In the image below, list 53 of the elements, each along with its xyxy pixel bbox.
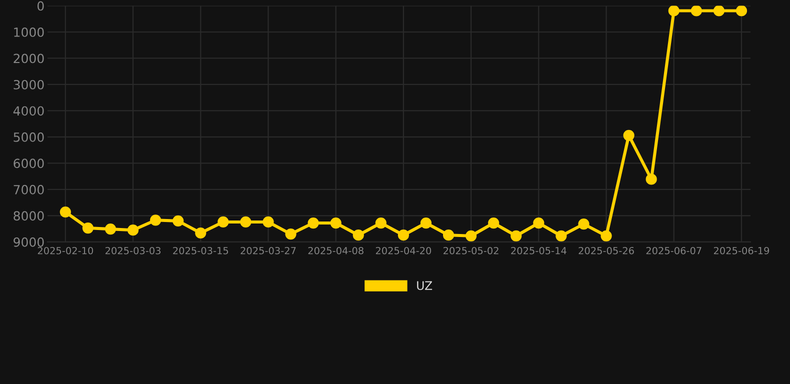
point [82, 222, 94, 234]
y-tick-label: 0 [37, 1, 44, 11]
point [646, 174, 657, 185]
point [195, 227, 206, 239]
point [420, 217, 432, 229]
point [600, 230, 612, 242]
point [104, 224, 116, 235]
point [218, 216, 229, 228]
point [330, 217, 342, 229]
x-tick-label: 2025-06-19 [714, 246, 770, 254]
point [713, 6, 725, 16]
y-tick-label: 6000 [14, 158, 44, 168]
point [308, 217, 319, 229]
point [240, 216, 252, 228]
y-tick-label: 4000 [13, 106, 44, 116]
point [262, 216, 274, 228]
x-tick-label: 2025-05-02 [444, 246, 498, 254]
point [623, 130, 634, 141]
point [150, 214, 162, 226]
x-tick-label: 2025-06-07 [646, 246, 702, 254]
point [690, 6, 702, 16]
x-tick-label: 2025-03-15 [173, 246, 228, 254]
x-tick-label: 2025-04-20 [376, 246, 432, 254]
point [556, 230, 567, 242]
x-tick-label: 2025-02-10 [38, 246, 94, 254]
y-tick-label: 9000 [14, 237, 44, 247]
point [172, 215, 184, 226]
y-tick-label: 7000 [14, 184, 44, 194]
x-tick-label: 2025-05-14 [511, 246, 566, 254]
y-tick-label: 2000 [14, 54, 44, 64]
x-tick-label: 2025-05-26 [578, 246, 634, 254]
y-tick-label: 3000 [14, 80, 44, 90]
point [127, 224, 139, 236]
y-tick-label: 8000 [14, 211, 44, 221]
point [375, 217, 386, 229]
point [398, 230, 410, 241]
point [285, 228, 296, 240]
point [488, 217, 500, 229]
point [60, 206, 71, 218]
y-tick-label: 1000 [14, 27, 44, 37]
point [442, 230, 454, 241]
point [668, 6, 680, 16]
x-tick-label: 2025-03-27 [240, 246, 296, 254]
y-tick-label: 5000 [14, 132, 44, 142]
point [578, 218, 590, 230]
point [533, 217, 544, 229]
point [736, 6, 748, 16]
point [352, 230, 364, 241]
legend-label: UZ [417, 281, 432, 290]
x-tick-label: 2025-04-08 [308, 246, 364, 254]
point [510, 230, 522, 242]
x-tick-label: 2025-03-03 [105, 246, 161, 254]
point [466, 230, 477, 242]
